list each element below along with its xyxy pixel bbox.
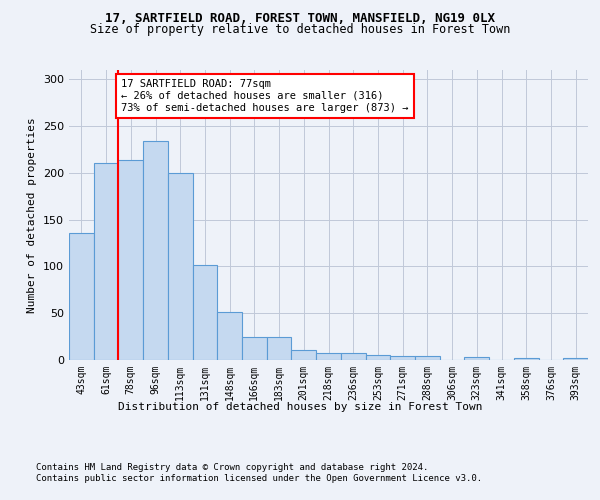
Y-axis label: Number of detached properties: Number of detached properties <box>28 117 37 313</box>
Bar <box>267 336 292 360</box>
Text: Contains public sector information licensed under the Open Government Licence v3: Contains public sector information licen… <box>36 474 482 483</box>
Bar <box>193 264 217 360</box>
Bar <box>341 352 365 360</box>
Bar <box>390 356 415 360</box>
Bar <box>168 173 193 360</box>
Text: Size of property relative to detached houses in Forest Town: Size of property relative to detached ho… <box>90 24 510 36</box>
Text: 17, SARTFIELD ROAD, FOREST TOWN, MANSFIELD, NG19 0LX: 17, SARTFIELD ROAD, FOREST TOWN, MANSFIE… <box>105 12 495 26</box>
Bar <box>514 358 539 360</box>
Text: Distribution of detached houses by size in Forest Town: Distribution of detached houses by size … <box>118 402 482 412</box>
Bar <box>365 356 390 360</box>
Bar <box>242 336 267 360</box>
Bar <box>464 357 489 360</box>
Bar <box>217 312 242 360</box>
Bar <box>415 356 440 360</box>
Bar <box>143 141 168 360</box>
Bar <box>292 350 316 360</box>
Text: 17 SARTFIELD ROAD: 77sqm
← 26% of detached houses are smaller (316)
73% of semi-: 17 SARTFIELD ROAD: 77sqm ← 26% of detach… <box>121 80 409 112</box>
Text: Contains HM Land Registry data © Crown copyright and database right 2024.: Contains HM Land Registry data © Crown c… <box>36 462 428 471</box>
Bar <box>316 352 341 360</box>
Bar <box>69 233 94 360</box>
Bar <box>94 162 118 360</box>
Bar <box>118 160 143 360</box>
Bar <box>563 358 588 360</box>
